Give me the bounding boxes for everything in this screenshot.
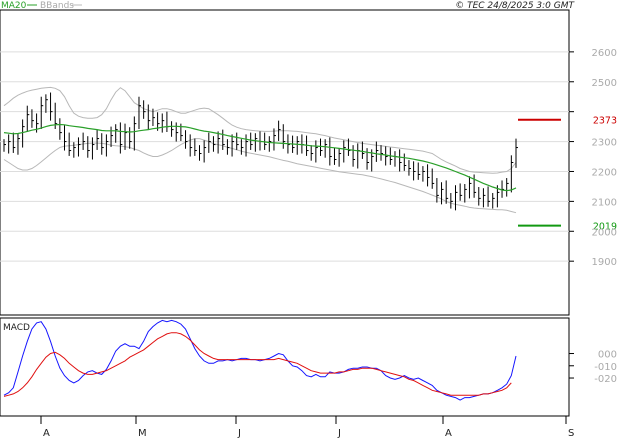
support-resistance-levels: 2373 2019 <box>518 116 617 233</box>
price-tick-label: 2600 <box>592 48 617 59</box>
signal-path <box>3 332 512 397</box>
price-panel-frame <box>0 9 570 316</box>
copyright-text: © TEC 24/8/2025 3:0 GMT <box>455 1 575 11</box>
x-tick-label: M <box>138 428 147 439</box>
price-bars <box>3 92 518 211</box>
macd-path <box>3 319 517 401</box>
legend-bbands: BBands <box>40 1 74 11</box>
ma20-path <box>3 123 517 192</box>
price-tick-label: 1900 <box>592 257 617 268</box>
x-tick-label: S <box>568 428 574 439</box>
bband-lower-line <box>3 138 517 214</box>
macd-tick-label: 000 <box>598 350 617 361</box>
macd-title: MACD <box>3 323 30 333</box>
x-tick-label: A <box>43 428 50 439</box>
macd-lines <box>3 319 517 401</box>
bband-upper-line <box>3 86 517 174</box>
bollinger-bands <box>3 86 517 214</box>
legend-ma20: MA20 <box>1 1 27 11</box>
support-label: 2019 <box>593 222 617 233</box>
price-tick-label: 2300 <box>592 138 617 149</box>
macd-panel-frame <box>0 317 570 417</box>
price-y-axis: 1900 2000 2100 2200 2300 2500 2600 <box>569 48 617 268</box>
price-tick-label: 2200 <box>592 167 617 178</box>
macd-tick-label: -010 <box>594 362 617 373</box>
macd-y-axis: 000-010-020 <box>569 350 617 385</box>
price-tick-label: 2500 <box>592 78 617 89</box>
resistance-label: 2373 <box>593 116 617 127</box>
x-tick-label: A <box>445 428 452 439</box>
price-tick-label: 2000 <box>592 227 617 238</box>
price-tick-label: 2100 <box>592 197 617 208</box>
x-tick-label: J <box>237 428 241 439</box>
macd-tick-label: -020 <box>594 374 617 385</box>
x-tick-label: J <box>337 428 341 439</box>
ma20-line <box>3 123 517 192</box>
